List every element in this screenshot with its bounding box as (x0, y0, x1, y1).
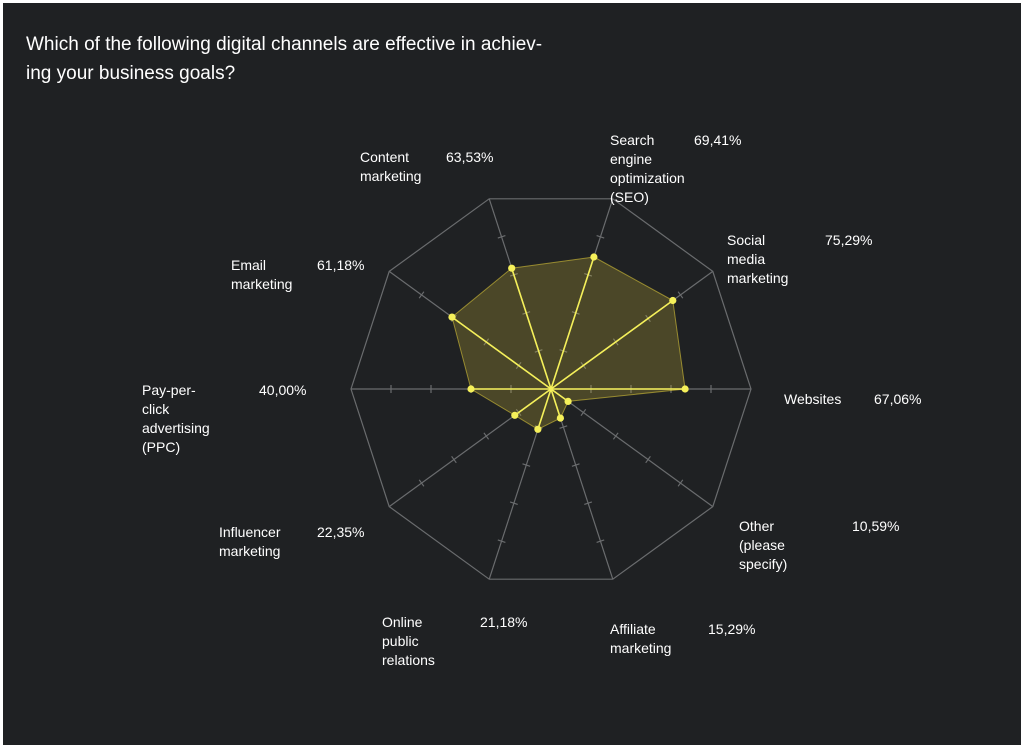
radar-tick (571, 463, 580, 467)
category-name-line: marketing (360, 168, 422, 184)
radar-tick (418, 291, 425, 299)
radar-tick (451, 455, 457, 464)
series-spoke (510, 267, 552, 390)
series-spoke (451, 316, 552, 390)
radar-tick (497, 235, 506, 239)
category-name-line: Influencer (219, 524, 281, 540)
data-point (681, 385, 689, 393)
category-value-label: 67,06% (874, 391, 922, 407)
data-point (508, 264, 516, 272)
series-spoke (550, 256, 595, 390)
category-value-label: 63,53% (446, 149, 494, 165)
category-name-line: Email (231, 257, 267, 273)
category-name-line: Websites (784, 391, 842, 407)
category-name-line: (SEO) (610, 189, 649, 205)
radar-tick (596, 235, 605, 239)
data-point (590, 253, 598, 261)
category-name-line: Pay-per-click (142, 382, 196, 417)
category-value-label: 40,00% (259, 382, 307, 398)
category-name: Websites (784, 390, 841, 409)
radar-tick (612, 432, 619, 440)
category-name: Pay-per-click advertising (PPC) (142, 381, 210, 457)
radar-tick (497, 539, 506, 543)
category-name-line: marketing (231, 276, 293, 292)
radar-spoke (550, 388, 714, 508)
category-value-label: 21,18% (480, 614, 528, 630)
category-name-line: specify) (739, 556, 788, 572)
category-name-line: public (382, 633, 419, 649)
chart-title-line-2: ing your business goals? (26, 63, 236, 84)
radar-tick (509, 501, 518, 505)
radar-tick (522, 463, 531, 467)
category-value-label: 15,29% (708, 621, 756, 637)
category-name: Online public relations (382, 613, 435, 670)
category-name-line: Social media (727, 232, 766, 267)
category-name-line: Online (382, 614, 423, 630)
category-name: Influencer marketing (219, 523, 280, 561)
radar-tick (645, 455, 651, 464)
category-name: Affiliate marketing (610, 620, 671, 658)
category-name-line: (PPC) (142, 439, 181, 455)
category-value-label: 69,41% (694, 132, 742, 148)
category-name-line: Affiliate (610, 621, 656, 637)
category-name: Content marketing (360, 148, 421, 186)
series-spoke (514, 388, 552, 416)
category-name-line: Search engine (610, 132, 655, 167)
radar-series (448, 253, 689, 433)
radar-tick (677, 291, 684, 299)
category-name-line: relations (382, 652, 435, 668)
chart-panel (3, 3, 1021, 745)
category-name-line: marketing (610, 640, 672, 656)
series-spoke (537, 388, 552, 430)
radar-tick (677, 479, 684, 487)
category-name-line: marketing (219, 543, 281, 559)
series-spoke (550, 388, 562, 419)
chart-title-line-1: Which of the following digital channels … (26, 34, 543, 55)
data-point (564, 397, 572, 405)
category-value-label: 75,29% (825, 232, 873, 248)
data-point (448, 313, 456, 321)
radar-tick (580, 408, 587, 417)
category-name: Other (please specify) (739, 517, 787, 574)
category-name: Search engine optimization (SEO) (610, 131, 685, 207)
data-point (534, 425, 542, 433)
radar-tick (418, 479, 425, 487)
category-value-label: 61,18% (317, 257, 365, 273)
radar-tick (483, 432, 490, 440)
data-point (669, 296, 677, 305)
data-point (467, 385, 475, 393)
category-name: Email marketing (231, 256, 292, 294)
category-name-line: marketing (727, 270, 789, 286)
data-point (511, 411, 519, 419)
category-name-line: advertising (142, 420, 210, 436)
radar-tick (559, 425, 568, 429)
radar-tick (584, 501, 593, 505)
category-name: Social media marketing (727, 231, 788, 288)
category-name-line: Other (please (739, 518, 785, 553)
radar-tick (596, 539, 605, 543)
category-value-label: 10,59% (852, 518, 900, 534)
category-name-line: Content (360, 149, 410, 165)
data-point (556, 414, 565, 422)
category-name-line: optimization (610, 170, 685, 186)
category-value-label: 22,35% (317, 524, 365, 540)
series-spoke (550, 299, 674, 390)
chart-title: Which of the following digital channels … (26, 30, 566, 88)
